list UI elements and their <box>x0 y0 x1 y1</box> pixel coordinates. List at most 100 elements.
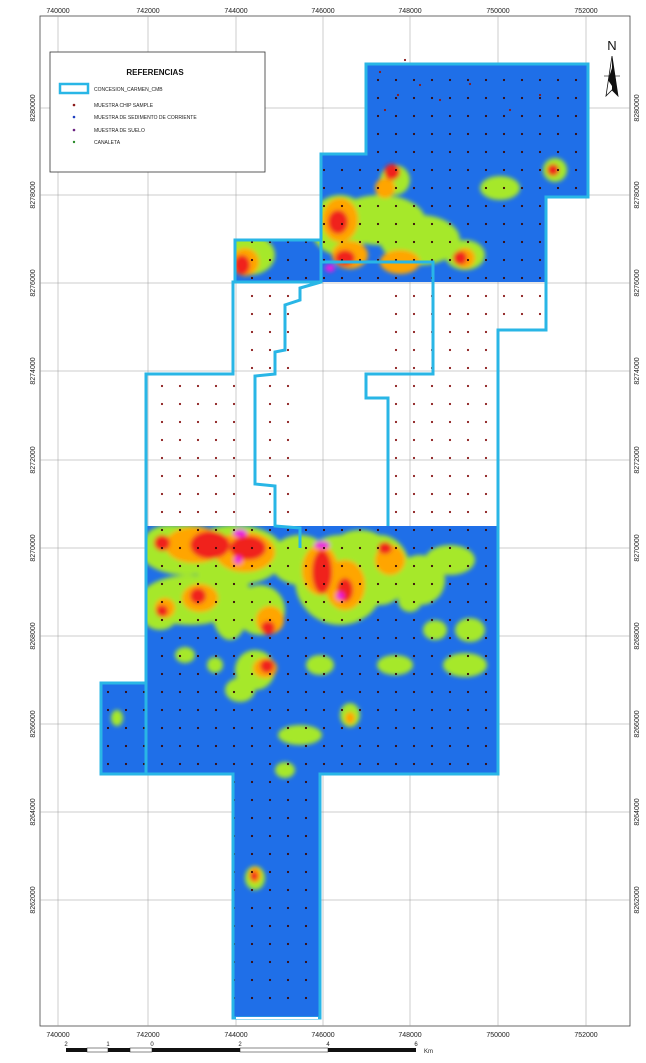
sample-dot <box>232 528 236 532</box>
sample-dot <box>214 564 218 568</box>
sample-dot <box>106 690 110 694</box>
sample-dot <box>394 276 398 280</box>
sample-dot <box>178 384 182 388</box>
sample-dot <box>466 96 470 100</box>
sample-dot <box>556 168 560 172</box>
sample-dot <box>214 654 218 658</box>
anomaly-low <box>398 588 422 612</box>
sample-dot <box>106 708 110 712</box>
sample-dot <box>160 708 164 712</box>
sample-dot <box>448 438 452 442</box>
sample-dot <box>538 186 542 190</box>
sample-dot <box>322 726 326 730</box>
sample-dot <box>448 276 452 280</box>
sample-dot <box>250 618 254 622</box>
sample-dot <box>394 546 398 550</box>
scale-label: 2 <box>64 1042 68 1048</box>
sample-dot <box>484 258 488 262</box>
sample-dot <box>160 654 164 658</box>
sample-dot <box>250 762 254 766</box>
y-tick-left: 8272000 <box>30 446 37 473</box>
graticule <box>40 16 630 1026</box>
sample-dot <box>430 726 434 730</box>
sample-dot <box>484 546 488 550</box>
sample-dot <box>286 384 290 388</box>
sample-dot <box>394 510 398 514</box>
anomaly-peak <box>325 264 335 272</box>
y-tick-left: 8278000 <box>30 181 37 208</box>
sample-dot <box>394 744 398 748</box>
sample-dot <box>340 672 344 676</box>
sample-dot <box>430 96 434 100</box>
anomaly-high <box>156 605 168 617</box>
sample-dot <box>430 78 434 82</box>
sample-dot <box>286 312 290 316</box>
sample-dot <box>178 726 182 730</box>
sample-dot <box>340 690 344 694</box>
sample-dot <box>466 132 470 136</box>
sample-dot <box>520 276 524 280</box>
sample-dot <box>250 816 254 820</box>
sample-dot <box>358 564 362 568</box>
sample-dot <box>178 402 182 406</box>
sample-dot <box>304 816 308 820</box>
sample-dot <box>448 348 452 352</box>
sample-dot <box>286 762 290 766</box>
sample-dot <box>466 546 470 550</box>
sample-dot <box>304 762 308 766</box>
sample-dot <box>250 294 254 298</box>
legend-title: REFERENCIAS <box>126 68 184 77</box>
sample-dot <box>340 726 344 730</box>
sample-dot <box>502 204 506 208</box>
x-tick-top: 750000 <box>486 8 509 15</box>
sample-dot <box>196 402 200 406</box>
sample-dot <box>394 366 398 370</box>
sample-dot <box>430 618 434 622</box>
sample-dot <box>484 204 488 208</box>
sample-dot <box>286 636 290 640</box>
sample-dot <box>430 456 434 460</box>
sample-dot <box>394 420 398 424</box>
sample-dot <box>448 474 452 478</box>
sample-dot <box>448 564 452 568</box>
sample-dot <box>322 762 326 766</box>
sample-dot <box>376 240 380 244</box>
sample-dot <box>322 564 326 568</box>
sample-dot <box>484 294 488 298</box>
sample-dot <box>466 744 470 748</box>
sample-dot <box>340 204 344 208</box>
sample-dot <box>322 600 326 604</box>
sample-dot <box>394 762 398 766</box>
sample-dot <box>412 744 416 748</box>
sample-dot <box>178 582 182 586</box>
anomaly-low <box>480 176 520 200</box>
sample-dot <box>430 546 434 550</box>
sample-dot <box>250 960 254 964</box>
x-tick-bottom: 750000 <box>486 1032 509 1039</box>
sample-dot <box>286 330 290 334</box>
anomaly-mid <box>375 178 395 198</box>
sample-dot <box>556 186 560 190</box>
sample-dot <box>484 276 488 280</box>
sample-dot <box>466 366 470 370</box>
sample-dot <box>484 222 488 226</box>
sample-dot <box>484 636 488 640</box>
sample-dot <box>466 330 470 334</box>
sample-dot <box>394 384 398 388</box>
sample-dot <box>466 78 470 82</box>
anomaly-high <box>384 164 400 180</box>
y-tick-right: 8262000 <box>634 886 641 913</box>
x-tick-top: 744000 <box>224 8 247 15</box>
sample-dot <box>520 312 524 316</box>
sample-dot <box>178 420 182 424</box>
anomaly-high <box>378 542 392 554</box>
sample-dot <box>106 762 110 766</box>
sample-dot <box>538 312 542 316</box>
sample-dot <box>484 582 488 586</box>
sample-dot <box>250 798 254 802</box>
anomaly-low <box>377 655 413 675</box>
sample-dot <box>178 564 182 568</box>
sample-dot <box>196 492 200 496</box>
sample-dot <box>376 276 380 280</box>
sample-dot <box>502 96 506 100</box>
